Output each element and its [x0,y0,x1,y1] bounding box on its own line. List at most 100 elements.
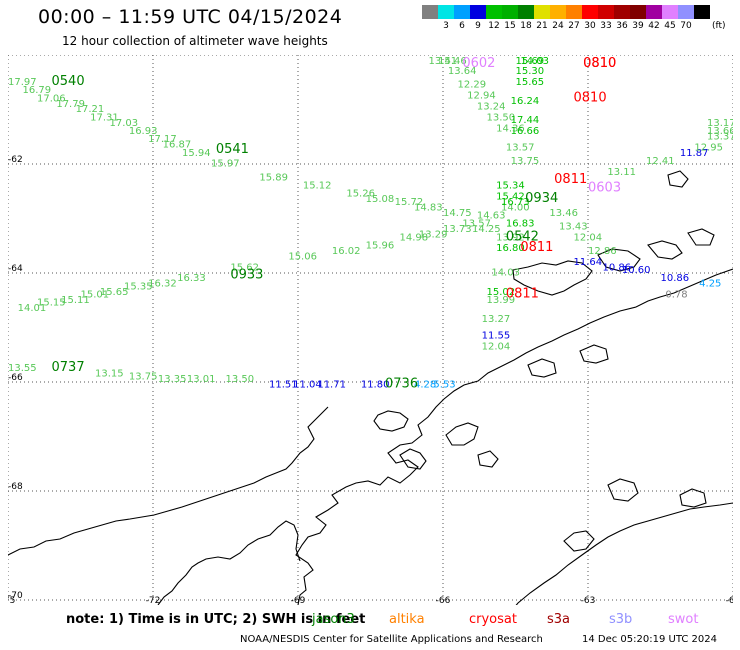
legend-swatch [502,5,518,19]
wave-height-value: 15.26 [346,189,375,200]
wave-height-value: 13.27 [482,314,511,325]
wave-height-value: 14.46 [438,56,467,67]
legend-swatch [582,5,598,19]
wave-height-value: 12.04 [482,341,511,352]
wave-height-value: 14.63 [477,211,506,222]
wave-height-value: 12.94 [467,91,496,102]
page-subtitle: 12 hour collection of altimeter wave hei… [62,34,328,48]
legend-label: 12 [488,21,500,31]
wave-height-value: 15.01 [81,290,110,301]
wave-height-value: 13.29 [419,230,448,241]
wave-height-value: 13.46 [549,208,578,219]
wave-height-value: 12.41 [646,156,675,167]
legend-label: 9 [475,21,481,31]
wave-height-value: 17.44 [511,115,540,126]
legend-swatch [422,5,438,19]
legend-swatch [678,5,694,19]
legend-swatch [470,5,486,19]
wave-height-value: 15.65 [516,77,545,88]
wave-height-value: 15.69 [516,56,545,67]
footnote: note: 1) Time is in UTC; 2) SWH is in fe… [66,612,366,627]
wave-height-value: 17.97 [8,77,37,88]
wave-height-value: 16.73 [501,197,530,208]
coastline [8,170,733,605]
pass-time-label: 0810 [583,56,616,71]
wave-height-value: 17.17 [148,134,177,145]
wave-height-value: 10.60 [622,265,651,276]
satellite-s3b: s3b [609,612,633,627]
wave-height-value: 16.33 [177,273,206,284]
wave-height-value: 15.35 [124,281,153,292]
wave-height-value: 15.02 [487,287,516,298]
pass-time-label: 0810 [583,56,616,71]
wave-height-value: 12.86 [588,246,617,257]
wave-height-value: 13.17 [707,118,733,129]
wave-height-value: 15.34 [496,181,525,192]
wave-height-value: 11.80 [361,379,390,390]
wave-height-value: 15.96 [366,240,395,251]
wave-height-value: 14.36 [496,123,525,134]
latitude-tick-label: -66 [8,373,23,383]
legend-swatch [694,5,710,19]
wave-height-value: 15.08 [366,194,395,205]
wave-height-value: 15.30 [516,66,545,77]
wave-height-value: 13.24 [477,102,506,113]
wave-height-value: 13.92 [496,232,525,243]
wave-height-labels: 17.9716.7917.0617.7917.2117.3117.0316.93… [8,56,733,390]
wave-height-value: 17.21 [76,104,105,115]
legend-label: 36 [616,21,628,31]
legend-label: 27 [568,21,580,31]
wave-height-value: 17.06 [37,93,66,104]
wave-height-value: 13.64 [448,66,477,77]
wave-height-value: 13.37 [707,131,733,142]
wave-height-value: 15.06 [288,251,317,262]
latitude-tick-label: -62 [8,155,23,165]
wave-height-value: 17.79 [56,99,85,110]
wave-height-value: 4.25 [699,279,721,290]
wave-height-value: 17.03 [110,118,139,129]
wave-height-value: 14.25 [472,224,501,235]
wave-height-value: 11.71 [317,379,346,390]
footer-timestamp: 14 Dec 05:20:19 UTC 2024 [582,634,717,645]
pass-time-label: 0933 [230,267,263,282]
legend-swatch [486,5,502,19]
longitude-tick-label: -66 [436,596,451,605]
wave-height-value: 15.42 [496,191,525,202]
pass-time-label: 0810 [574,90,607,105]
wave-height-value: 14.98 [400,232,429,243]
legend-label: 18 [520,21,532,31]
legend-swatch [630,5,646,19]
wave-height-value: 13.55 [8,363,37,374]
wave-height-value: 16.79 [23,85,52,96]
wave-height-value: 13.66 [707,126,733,137]
pass-time-label: 0934 [525,191,558,206]
pass-time-label: 0603 [588,180,621,195]
wave-height-value: 15.97 [211,159,240,170]
wave-height-value: 13.51 [429,56,458,67]
wave-height-value: 5.53 [433,379,455,390]
footer-credit: NOAA/NESDIS Center for Satellite Applica… [240,634,543,645]
legend-label: 39 [632,21,644,31]
wave-height-value: 15.94 [182,148,211,159]
wave-height-value: 16.83 [506,219,535,230]
wave-height-value: 14.01 [18,303,47,314]
legend-label: 42 [648,21,660,31]
legend-swatch [614,5,630,19]
wave-height-value: 15.65 [100,287,129,298]
pass-time-label: 0602 [462,56,495,71]
legend-swatch [598,5,614,19]
longitude-tick-label: -60 [726,596,733,605]
legend-label [422,21,438,31]
wave-height-value: 13.43 [559,221,588,232]
wave-height-value: 17.31 [90,112,119,123]
wave-height-value: 16.66 [511,126,540,137]
wave-height-value: 13.73 [443,224,472,235]
wave-height-value: 13.75 [129,371,158,382]
wave-height-value: 12.04 [574,232,603,243]
legend-swatch [662,5,678,19]
satellite-jason3: jason3 [312,612,355,627]
legend-label [694,21,710,31]
page-title: 00:00 – 11:59 UTC 04/15/2024 [38,6,343,28]
wave-height-value: 13.01 [187,374,216,385]
